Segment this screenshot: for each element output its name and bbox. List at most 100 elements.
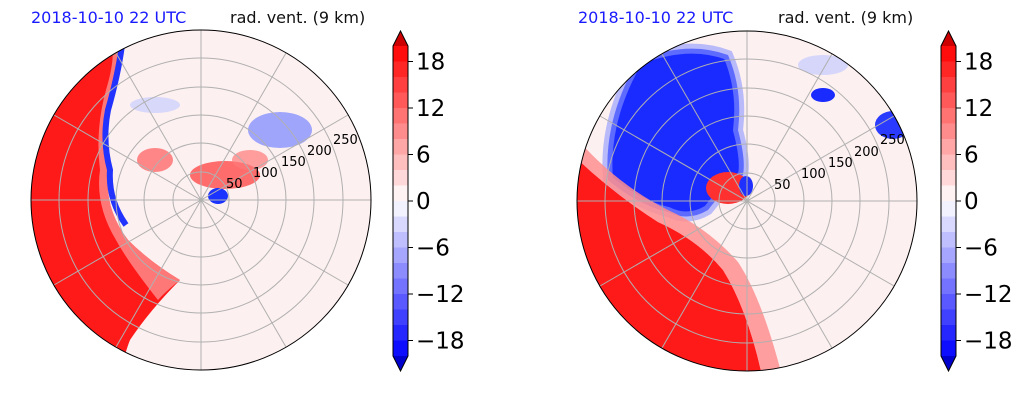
colorbar-level (393, 278, 408, 295)
colorbar-tick-label: −6 (964, 236, 998, 262)
left-ring-label-200: 200 (307, 144, 332, 159)
colorbar-level (941, 263, 956, 279)
colorbar-level (393, 154, 408, 171)
colorbar-level (393, 201, 408, 217)
right-colorbar-extend-min (941, 356, 956, 371)
colorbar-tick-label: 6 (416, 143, 431, 169)
right-negative-region-nw (607, 48, 744, 217)
right-ring-label-50: 50 (774, 178, 791, 193)
colorbar-level (941, 61, 956, 78)
colorbar-level (941, 216, 956, 233)
colorbar-level (941, 77, 956, 93)
right-colorbar-gradient (941, 46, 956, 357)
left-polar-grid (31, 30, 371, 370)
right-ring-label-150: 150 (828, 156, 853, 171)
left-positive-region-west (31, 30, 180, 370)
colorbar-level (941, 170, 956, 186)
colorbar-level (393, 263, 408, 279)
colorbar-level (941, 201, 956, 217)
right-polar-grid (577, 31, 917, 371)
colorbar-level (393, 340, 408, 357)
colorbar-tick-label: 12 (416, 96, 445, 122)
right-colorbar-extend-max (941, 31, 956, 46)
colorbar-tick-label: 0 (416, 189, 431, 215)
colorbar-level (393, 92, 408, 109)
colorbar-level (941, 139, 956, 155)
right-panel: 2018-10-10 22 UTC rad. vent. (9 km) (548, 0, 1028, 401)
left-ring-label-100: 100 (253, 166, 278, 181)
colorbar-level (393, 77, 408, 93)
colorbar-level (941, 108, 956, 124)
right-ring-label-100: 100 (801, 167, 826, 182)
colorbar-level (941, 46, 956, 62)
colorbar-level (393, 61, 408, 78)
colorbar-tick-label: −18 (964, 329, 1013, 355)
right-negative-blob-center (739, 176, 753, 196)
left-negative-edge-west (102, 44, 129, 227)
colorbar-level (941, 294, 956, 310)
left-panel-date-title: 2018-10-10 22 UTC (31, 8, 187, 27)
right-positive-gradient-sw (577, 140, 783, 371)
colorbar-level (393, 108, 408, 124)
left-panel-variable-title: rad. vent. (9 km) (230, 8, 366, 27)
right-colorbar: −18 −12 −6 0 6 12 18 (940, 29, 1013, 373)
left-positive-blob-c (232, 150, 268, 170)
left-field (31, 30, 371, 370)
colorbar-level (941, 325, 956, 341)
left-positive-gradient-west (98, 40, 180, 300)
left-colorbar-gradient (393, 46, 408, 357)
left-colorbar-outline (392, 29, 409, 373)
colorbar-level (941, 309, 956, 326)
right-field (577, 31, 917, 371)
colorbar-level (393, 216, 408, 233)
colorbar-level (941, 247, 956, 264)
left-positive-blob-a (137, 148, 173, 172)
colorbar-level (393, 232, 408, 248)
right-polar-outline (576, 30, 918, 372)
colorbar-tick-label: 18 (964, 50, 993, 76)
colorbar-level (393, 46, 408, 62)
left-polar-chart: 50 100 150 200 250 −18 −12 −6 0 6 12 18 (30, 29, 465, 373)
colorbar-tick-label: 12 (964, 96, 993, 122)
colorbar-level (393, 309, 408, 326)
right-ring-label-200: 200 (854, 145, 879, 160)
colorbar-tick-label: 0 (964, 189, 979, 215)
colorbar-tick-label: −6 (416, 236, 450, 262)
left-ring-label-150: 150 (281, 155, 306, 170)
right-negative-haze-ne (798, 55, 848, 75)
colorbar-level (393, 247, 408, 264)
right-panel-variable-title: rad. vent. (9 km) (778, 8, 914, 27)
colorbar-level (941, 154, 956, 171)
left-colorbar-extend-max (393, 31, 408, 46)
colorbar-level (393, 325, 408, 341)
right-negative-blob-ne-a (811, 88, 835, 102)
colorbar-level (393, 185, 408, 202)
colorbar-tick-label: −12 (416, 282, 465, 308)
colorbar-tick-label: −12 (964, 282, 1013, 308)
left-ring-label-50: 50 (226, 177, 243, 192)
right-panel-date-title: 2018-10-10 22 UTC (578, 8, 734, 27)
colorbar-level (941, 185, 956, 202)
left-polar-outline (30, 29, 372, 371)
right-polar-chart: 50 100 150 200 250 −18 −12 −6 0 6 12 18 (576, 29, 1013, 373)
colorbar-level (941, 278, 956, 295)
left-panel: 2018-10-10 22 UTC rad. vent. (9 km) (30, 8, 465, 373)
colorbar-level (393, 123, 408, 140)
left-radial-tick-labels: 50 100 150 200 250 (226, 133, 358, 192)
colorbar-tick-label: 6 (964, 143, 979, 169)
right-ring-label-250: 250 (880, 133, 905, 148)
colorbar-tick-label: −18 (416, 329, 465, 355)
colorbar-level (941, 340, 956, 357)
right-radial-tick-labels: 50 100 150 200 250 (774, 133, 905, 193)
colorbar-tick-label: 18 (416, 50, 445, 76)
colorbar-level (393, 294, 408, 310)
colorbar-level (393, 139, 408, 155)
left-colorbar-extend-min (393, 356, 408, 371)
colorbar-level (941, 123, 956, 140)
colorbar-level (393, 170, 408, 186)
left-ring-label-250: 250 (333, 133, 358, 148)
left-negative-haze-n (130, 97, 180, 113)
right-colorbar-outline (940, 29, 957, 373)
colorbar-level (941, 232, 956, 248)
left-negative-blob-ne (248, 112, 312, 148)
